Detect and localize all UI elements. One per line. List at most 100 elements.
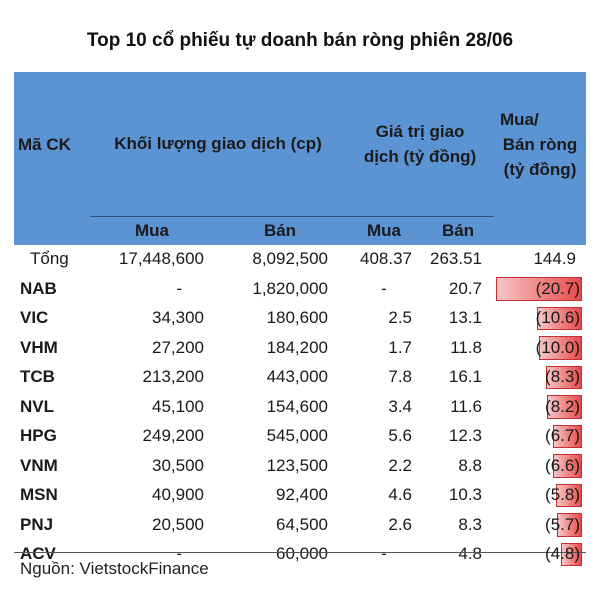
table-body: Tổng 17,448,600 8,092,500 408.37 263.51 …	[14, 245, 586, 570]
table-row: NAB - 1,820,000 - 20.7 (20.7)	[14, 274, 586, 304]
cell-code: VNM	[20, 455, 58, 475]
cell-vol-sell: 92,400	[276, 485, 329, 505]
cell-vol-buy: -	[176, 544, 182, 564]
table-row: MSN 40,900 92,400 4.6 10.3 (5.8)	[14, 481, 586, 511]
cell-val-sell: 8.8	[458, 455, 483, 475]
cell-val-buy: 2.2	[388, 455, 413, 475]
total-vol-buy: 17,448,600	[118, 249, 204, 269]
cell-code: VHM	[20, 337, 58, 357]
cell-net: (8.2)	[494, 392, 586, 422]
cell-vol-sell: 545,000	[266, 426, 329, 446]
net-sell-bar	[556, 513, 583, 537]
data-table: Mã CK Khối lượng giao dịch (cp) Giá trị …	[14, 72, 587, 570]
subheader-val-sell: Bán	[422, 215, 495, 245]
table-title: Top 10 cổ phiếu tự doanh bán ròng phiên …	[86, 30, 514, 51]
total-vol-sell: 8,092,500	[252, 249, 329, 269]
cell-vol-sell: 123,500	[266, 455, 329, 475]
cell-net: (10.0)	[494, 333, 586, 363]
table-row: ACV - 60,000 - 4.8 (4.8)	[14, 540, 586, 570]
cell-val-sell: 16.1	[448, 367, 483, 387]
cell-code: HPG	[20, 426, 57, 446]
net-value-text: (6.6)	[545, 455, 581, 475]
cell-val-sell: 10.3	[448, 485, 483, 505]
net-value-text: (4.8)	[545, 544, 581, 564]
cell-net: (8.3)	[494, 363, 586, 393]
cell-val-sell: 20.7	[448, 278, 483, 298]
cell-val-buy: 4.6	[388, 485, 413, 505]
subheader-vol-sell: Bán	[214, 215, 347, 245]
cell-val-buy: -	[381, 278, 387, 298]
cell-vol-buy: 45,100	[152, 396, 204, 416]
cell-net: (5.7)	[494, 510, 586, 540]
table-row: TCB 213,200 443,000 7.8 16.1 (8.3)	[14, 363, 586, 393]
cell-vol-buy: -	[176, 278, 182, 298]
cell-vol-sell: 60,000	[276, 544, 329, 564]
net-value-text: (8.3)	[545, 367, 581, 387]
net-value-text: (5.7)	[545, 514, 581, 534]
header-net-line1: Mua/	[500, 109, 539, 129]
header-value-line1: Giá trị giao	[375, 121, 465, 141]
cell-net: (10.6)	[494, 304, 586, 334]
bottom-rule	[14, 552, 586, 553]
cell-code: TCB	[20, 367, 55, 387]
cell-code: ACV	[20, 544, 56, 564]
header-row: Mã CK Khối lượng giao dịch (cp) Giá trị …	[14, 72, 587, 216]
header-net-line2: Bán ròng	[502, 134, 578, 154]
cell-val-buy: -	[381, 544, 387, 564]
header-net: Mua/ Bán ròng (tỷ đồng)	[494, 72, 587, 216]
cell-vol-sell: 1,820,000	[252, 278, 329, 298]
net-sell-bar	[556, 483, 583, 507]
cell-net: (20.7)	[494, 274, 586, 304]
cell-vol-buy: 249,200	[142, 426, 204, 446]
net-sell-bar	[546, 365, 583, 389]
cell-net: (5.8)	[494, 481, 586, 511]
total-row: Tổng 17,448,600 8,092,500 408.37 263.51 …	[14, 245, 586, 275]
cell-vol-buy: 40,900	[152, 485, 204, 505]
net-value-text: (10.6)	[535, 308, 581, 328]
cell-val-buy: 7.8	[388, 367, 413, 387]
cell-net: (4.8)	[494, 540, 586, 570]
cell-vol-sell: 154,600	[266, 396, 329, 416]
cell-val-sell: 11.6	[450, 396, 483, 416]
cell-vol-sell: 443,000	[266, 367, 329, 387]
cell-net: (6.6)	[494, 451, 586, 481]
cell-val-buy: 1.7	[388, 337, 413, 357]
cell-vol-sell: 64,500	[276, 514, 329, 534]
net-sell-bar	[553, 454, 583, 478]
cell-code: NAB	[20, 278, 57, 298]
cell-vol-buy: 30,500	[152, 455, 204, 475]
total-val-sell: 263.51	[430, 249, 483, 269]
cell-vol-buy: 213,200	[142, 367, 204, 387]
header-value: Giá trị giao dịch (tỷ đồng)	[346, 72, 495, 216]
total-label: Tổng	[30, 249, 69, 269]
net-value-text: (20.7)	[535, 278, 581, 298]
cell-code: MSN	[20, 485, 58, 505]
table-row: HPG 249,200 545,000 5.6 12.3 (6.7)	[14, 422, 586, 452]
subheader-empty-net	[494, 216, 587, 245]
header-value-line2: dịch (tỷ đồng)	[363, 146, 477, 166]
cell-net: (6.7)	[494, 422, 586, 452]
subheader-vol-buy: Mua	[90, 215, 214, 245]
net-value-text: (5.8)	[545, 485, 581, 505]
cell-vol-buy: 20,500	[152, 514, 204, 534]
subheader-val-buy: Mua	[346, 215, 423, 245]
header-volume: Khối lượng giao dịch (cp)	[90, 72, 347, 216]
cell-vol-buy: 34,300	[152, 308, 204, 328]
net-sell-bar	[546, 395, 583, 419]
net-value-text: (6.7)	[545, 426, 581, 446]
net-value-text: (8.2)	[545, 396, 581, 416]
table-row: PNJ 20,500 64,500 2.6 8.3 (5.7)	[14, 510, 586, 540]
net-sell-bar	[496, 277, 583, 301]
cell-val-buy: 2.5	[388, 308, 413, 328]
source-note: Nguồn: VietstockFinance	[20, 559, 209, 578]
cell-val-buy: 2.6	[388, 514, 413, 534]
total-val-buy: 408.37	[360, 249, 413, 269]
cell-vol-sell: 184,200	[266, 337, 329, 357]
header-net-line3: (tỷ đồng)	[503, 159, 577, 179]
table-row: VIC 34,300 180,600 2.5 13.1 (10.6)	[14, 304, 586, 334]
net-sell-bar	[539, 336, 583, 360]
data-table-container: Mã CK Khối lượng giao dịch (cp) Giá trị …	[14, 72, 587, 570]
net-value-text: (10.0)	[535, 337, 581, 357]
net-sell-bar	[552, 424, 583, 448]
net-sell-bar	[560, 542, 583, 566]
